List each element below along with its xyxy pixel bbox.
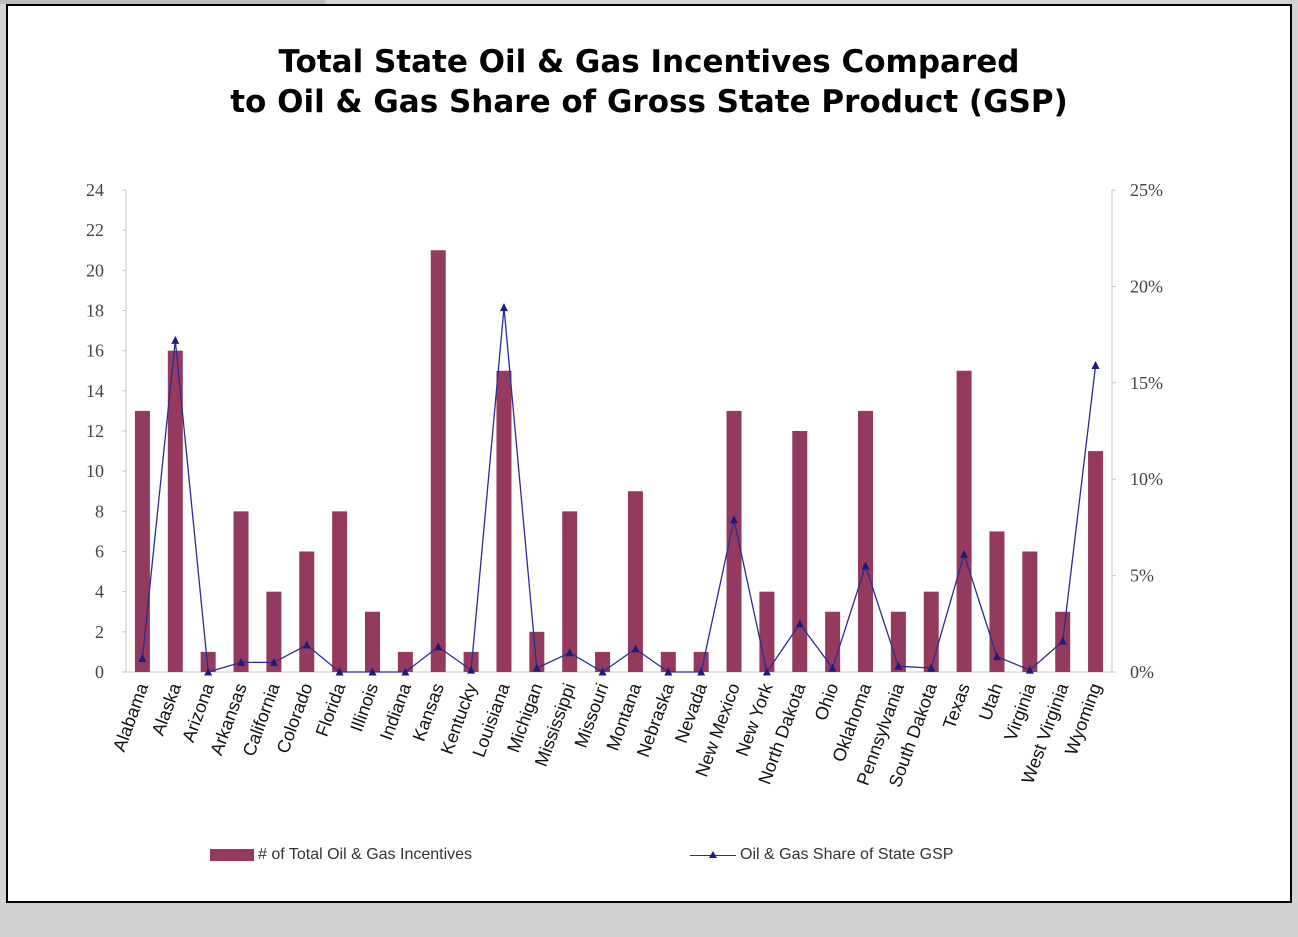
bar (1088, 451, 1104, 672)
legend-item-gsp-share: Oil & Gas Share of State GSP (690, 843, 953, 867)
bar (299, 551, 315, 672)
left-tick-label: 18 (86, 301, 104, 321)
x-tick-label: Ohio (811, 681, 843, 724)
gsp-share-point (269, 657, 278, 666)
gsp-share-point (960, 549, 969, 558)
bar (200, 651, 216, 672)
bar (365, 611, 380, 672)
gsp-share-point (1025, 665, 1034, 674)
bar (332, 511, 348, 672)
bar (627, 491, 643, 672)
gsp-share-point (335, 667, 344, 676)
left-tick-label: 10 (86, 461, 104, 481)
bar (595, 651, 611, 672)
x-tick-label: Alaska (148, 680, 186, 739)
bar (496, 370, 512, 672)
right-tick-label: 10% (1130, 469, 1163, 489)
gsp-share-point (467, 665, 476, 674)
legend-line-swatch (690, 849, 736, 861)
chart-frame (6, 4, 1292, 903)
gsp-share-point (171, 335, 180, 344)
x-tick-label: Florida (312, 680, 350, 739)
gsp-share-point (598, 667, 607, 676)
gsp-share-point (697, 667, 706, 676)
bar (890, 611, 906, 672)
gsp-share-point (1091, 360, 1100, 369)
legend-item-incentives: # of Total Oil & Gas Incentives (210, 843, 472, 867)
gsp-share-point (401, 667, 410, 676)
bar (660, 651, 676, 672)
bar (266, 591, 282, 672)
gsp-share-point (664, 667, 673, 676)
bar (562, 511, 578, 672)
left-tick-label: 20 (86, 260, 104, 280)
gsp-share-point (730, 515, 739, 524)
chart-title-line-1: Total State Oil & Gas Incentives Compare… (278, 44, 1020, 80)
legend-bar-swatch (210, 849, 254, 861)
left-tick-label: 16 (86, 341, 104, 361)
gsp-share-point (992, 652, 1001, 661)
gsp-share-point (532, 663, 541, 672)
x-tick-label: Utah (975, 681, 1007, 724)
gsp-share-line (141, 307, 1097, 674)
left-tick-label: 14 (86, 381, 104, 401)
bar (923, 591, 939, 672)
left-tick-label: 6 (95, 542, 104, 562)
right-tick-label: 25% (1130, 180, 1163, 200)
gsp-share-point (368, 667, 377, 676)
bar (825, 611, 841, 672)
gsp-share-point (795, 619, 804, 628)
legend-label-gsp-share: Oil & Gas Share of State GSP (740, 846, 954, 863)
bar (1022, 551, 1038, 672)
gsp-share-point (302, 640, 311, 649)
bar (956, 370, 972, 672)
bottom-bar (0, 903, 1298, 937)
gsp-share-point (204, 667, 213, 676)
bar (134, 410, 150, 672)
left-tick-label: 2 (95, 622, 104, 642)
chart-title: Total State Oil & Gas Incentives Compare… (0, 42, 1298, 122)
x-tick-label: Alabama (109, 680, 152, 755)
gsp-share-point (237, 657, 246, 666)
left-tick-label: 0 (95, 662, 104, 682)
right-tick-label: 15% (1130, 373, 1163, 393)
x-tick-label: Illinois (346, 681, 382, 735)
gsp-share-point (434, 642, 443, 651)
top-strip (0, 0, 325, 4)
gsp-share-point (894, 661, 903, 670)
left-tick-label: 22 (86, 220, 104, 240)
gsp-share-point (927, 663, 936, 672)
bar (233, 511, 249, 672)
gsp-share-point (499, 303, 508, 312)
bar (759, 591, 775, 672)
gsp-share-point (861, 561, 870, 570)
gsp-share-point (1058, 636, 1067, 645)
x-tick-label: Texas (939, 681, 974, 732)
gsp-share-point (565, 648, 574, 657)
left-tick-label: 4 (95, 582, 104, 602)
bar (430, 250, 446, 672)
right-tick-label: 5% (1130, 566, 1154, 586)
bar (529, 631, 545, 672)
legend-label-incentives: # of Total Oil & Gas Incentives (258, 846, 473, 863)
bar (397, 651, 413, 672)
gsp-share-point (631, 644, 640, 653)
bar (167, 350, 183, 672)
chart-title-line-2: to Oil & Gas Share of Gross State Produc… (230, 84, 1068, 120)
bar (792, 431, 808, 672)
bar (989, 531, 1005, 672)
right-tick-label: 20% (1130, 276, 1163, 296)
left-tick-label: 12 (86, 421, 104, 441)
gsp-share-point (762, 667, 771, 676)
bar (726, 410, 742, 672)
gsp-share-point (138, 654, 147, 663)
gsp-share-point (828, 663, 837, 672)
left-tick-label: 24 (86, 180, 104, 200)
bar (858, 410, 873, 672)
right-tick-label: 0% (1130, 662, 1154, 682)
left-tick-label: 8 (95, 501, 104, 521)
